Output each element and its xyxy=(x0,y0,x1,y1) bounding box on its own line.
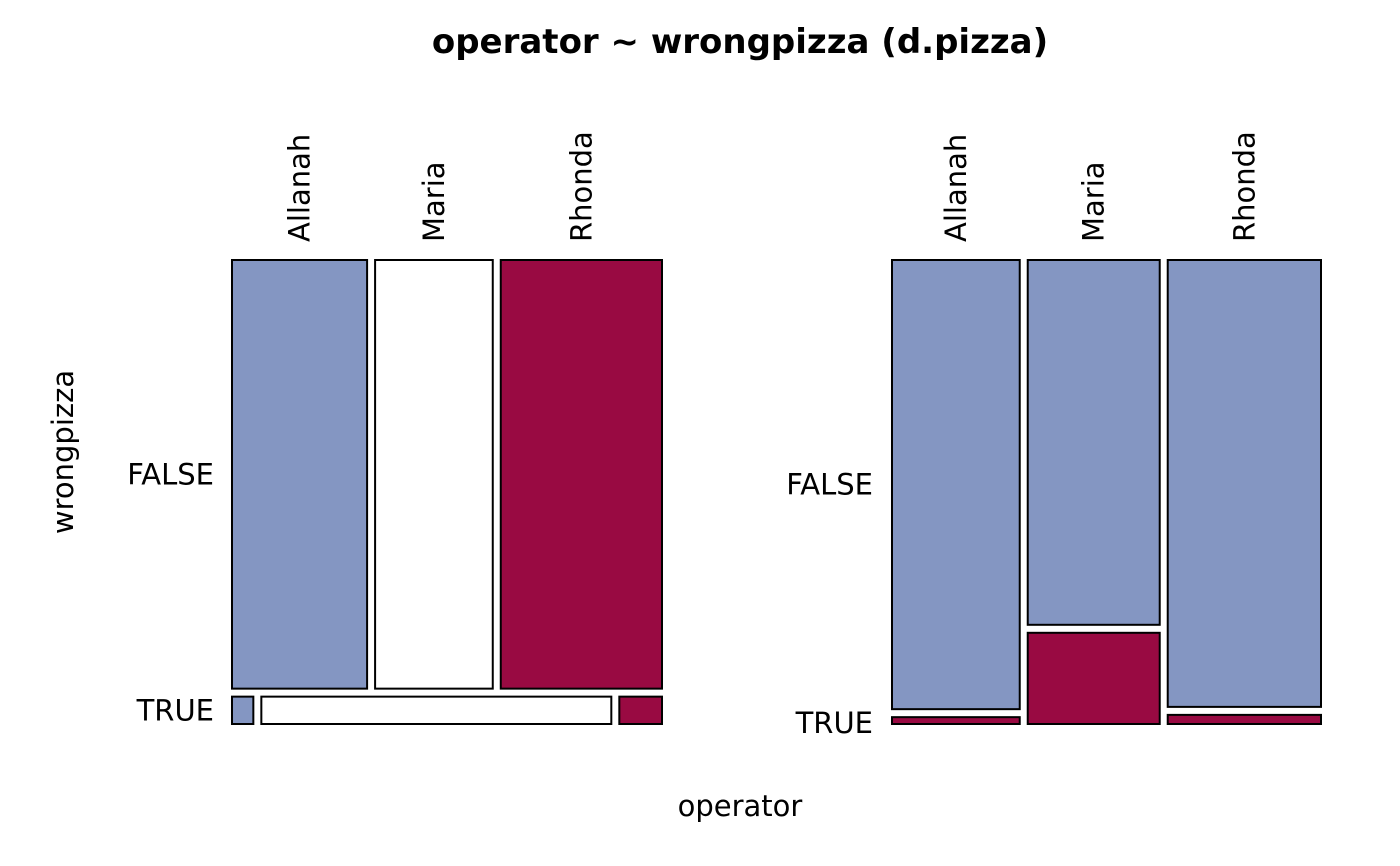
cell-rhonda-true xyxy=(618,695,663,726)
cell-allanah-true xyxy=(231,695,255,726)
x-axis-label: operator xyxy=(678,789,803,823)
column-label-maria: Maria xyxy=(1077,161,1111,242)
mosaic-panel-left: Allanah Maria Rhonda FALSE TRUE xyxy=(127,131,664,727)
row-label-true: TRUE xyxy=(795,706,873,740)
y-axis-label: wrongpizza xyxy=(46,370,80,534)
row-label-false: FALSE xyxy=(127,457,214,491)
column-label-maria: Maria xyxy=(417,161,451,242)
cell-maria-false xyxy=(1026,259,1161,626)
cell-maria-false xyxy=(374,259,494,690)
cell-rhonda-true xyxy=(1166,713,1323,726)
cell-allanah-true xyxy=(891,716,1021,725)
column-label-allanah: Allanah xyxy=(283,134,317,242)
cell-rhonda-false xyxy=(499,259,664,690)
cell-allanah-false xyxy=(231,259,369,690)
cell-rhonda-false xyxy=(1166,259,1323,708)
column-label-rhonda: Rhonda xyxy=(564,131,598,242)
column-label-allanah: Allanah xyxy=(939,134,973,242)
row-label-false: FALSE xyxy=(786,468,873,502)
cell-allanah-false xyxy=(891,259,1021,711)
column-label-rhonda: Rhonda xyxy=(1227,131,1261,242)
cell-maria-true xyxy=(1026,631,1161,725)
mosaic-panel-right: Allanah Maria Rhonda FALSE TRUE xyxy=(786,131,1323,740)
row-label-true: TRUE xyxy=(136,693,214,727)
chart-title: operator ~ wrongpizza (d.pizza) xyxy=(432,22,1048,62)
cell-maria-true xyxy=(260,695,613,726)
